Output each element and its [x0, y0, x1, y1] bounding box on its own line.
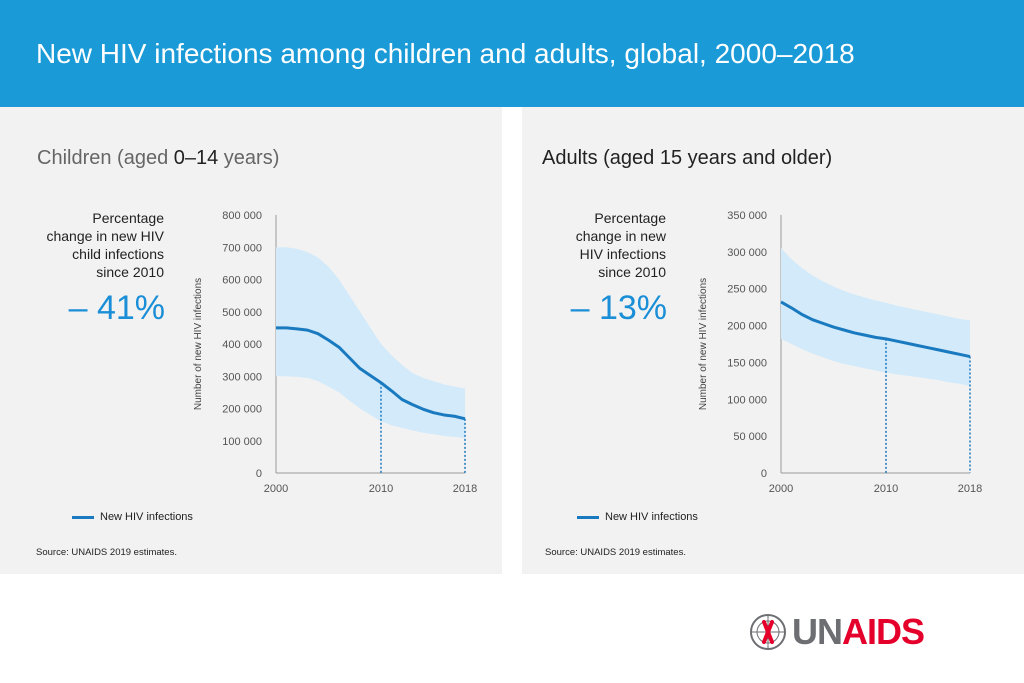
pct-label-line: HIV infections [579, 246, 666, 262]
y-tick-label: 300 000 [222, 371, 262, 383]
children-pct-value: – 41% [68, 289, 165, 327]
pct-label-line: Percentage [92, 210, 164, 226]
pct-label-line: since 2010 [96, 264, 164, 280]
adults-source: Source: UNAIDS 2019 estimates. [545, 547, 686, 558]
y-tick-label: 200 000 [727, 321, 767, 333]
y-axis-title: Number of new HIV infections [193, 278, 204, 410]
adults-panel-title: Adults (aged 15 years and older) [542, 147, 833, 169]
legend-label: New HIV infections [605, 511, 698, 523]
y-tick-label: 100 000 [727, 394, 767, 406]
y-tick-label: 200 000 [222, 404, 262, 416]
children-title-part: years) [218, 147, 280, 169]
adults-pct-label: Percentage change in new HIV infections … [516, 209, 666, 281]
legend-label: New HIV infections [100, 511, 193, 523]
y-tick-label: 0 [256, 468, 262, 480]
x-tick-label: 2010 [874, 483, 898, 495]
pct-label-line: since 2010 [598, 264, 666, 280]
y-tick-label: 0 [761, 468, 767, 480]
un-emblem-icon [750, 614, 786, 650]
series-line-new-hiv-infections [780, 300, 971, 358]
y-tick-label: 50 000 [733, 431, 767, 443]
x-tick-label: 2010 [369, 483, 393, 495]
series-line-new-hiv-infections [276, 326, 466, 421]
x-tick-label: 2018 [958, 483, 982, 495]
y-tick-label: 800 000 [222, 210, 262, 222]
children-panel-title: Children (aged 0–14 years) [37, 147, 279, 170]
y-tick-label: 100 000 [222, 436, 262, 448]
page-title: New HIV infections among children and ad… [36, 38, 855, 69]
y-tick-label: 600 000 [222, 275, 262, 287]
y-tick-label: 300 000 [727, 247, 767, 259]
wordmark-un: UN [792, 611, 843, 652]
children-pct-label: Percentage change in new HIV child infec… [14, 209, 164, 281]
legend-line-swatch [72, 515, 94, 519]
uncertainty-band [781, 248, 970, 387]
x-tick-label: 2000 [769, 483, 793, 495]
pct-label-line: change in new HIV [46, 228, 164, 244]
adults-pct-value: – 13% [570, 289, 667, 327]
children-chart: Number of new HIV infections 0 100 000 200 … [193, 210, 477, 495]
adults-legend: New HIV infections [577, 511, 698, 523]
children-panel: Children (aged 0–14 years) Percentage ch… [0, 107, 502, 574]
children-legend: New HIV infections [72, 511, 193, 523]
y-tick-label: 500 000 [222, 307, 262, 319]
y-tick-label: 700 000 [222, 242, 262, 254]
adults-chart: Number of new HIV infections 0 50 000 100 0… [698, 210, 982, 495]
legend-line-swatch [577, 515, 599, 519]
uncertainty-band [276, 247, 465, 439]
y-tick-label: 250 000 [727, 284, 767, 296]
children-source: Source: UNAIDS 2019 estimates. [36, 547, 177, 558]
header-bar: New HIV infections among children and ad… [0, 0, 1024, 107]
children-title-part: Children (aged [37, 147, 174, 169]
unaids-wordmark: UNAIDS [792, 611, 925, 653]
pct-label-line: change in new [575, 228, 666, 244]
x-tick-label: 2000 [264, 483, 288, 495]
unaids-logo: UNAIDS [748, 608, 948, 656]
children-title-age: 0–14 [173, 147, 219, 169]
y-axis-title: Number of new HIV infections [698, 278, 709, 410]
y-tick-label: 350 000 [727, 210, 767, 222]
y-tick-label: 150 000 [727, 357, 767, 369]
x-tick-label: 2018 [453, 483, 477, 495]
pct-label-line: child infections [72, 246, 164, 262]
pct-label-line: Percentage [594, 210, 666, 226]
y-tick-label: 400 000 [222, 339, 262, 351]
wordmark-aids: AIDS [842, 611, 925, 652]
